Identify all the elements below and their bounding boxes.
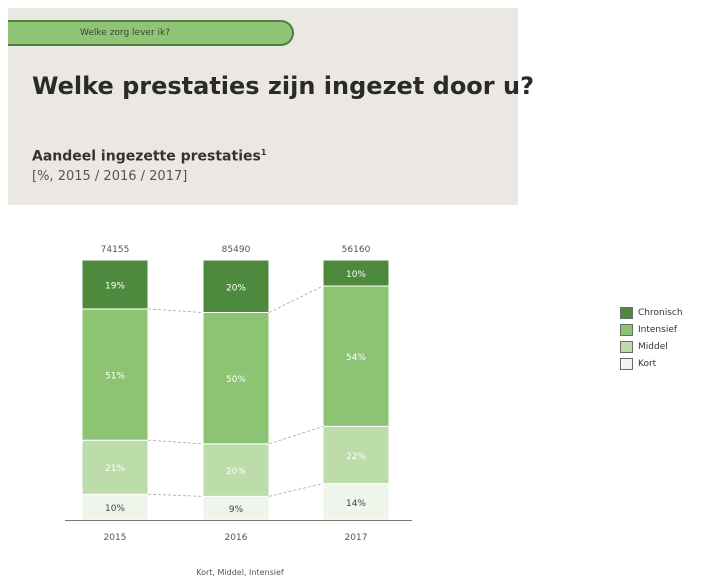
- data-label-middel-2015: 21%: [105, 464, 125, 474]
- section-pill: Welke zorg lever ik?: [8, 20, 294, 46]
- legend-label-middel: Middel: [638, 341, 668, 352]
- data-label-middel-2017: 22%: [346, 452, 366, 462]
- data-label-kort-2016: 9%: [229, 505, 244, 515]
- chart-units: [%, 2015 / 2016 / 2017]: [32, 169, 188, 184]
- bar-segment-intensief-2017: [322, 285, 390, 427]
- data-label-intensief-2016: 50%: [226, 375, 246, 385]
- bar-segment-middel-2015: [81, 439, 149, 495]
- footnote-mark: 1: [260, 148, 267, 157]
- connector-line: [268, 483, 324, 497]
- total-label-2016: 85490: [222, 245, 251, 255]
- legend-label-kort: Kort: [638, 358, 657, 369]
- data-label-intensief-2017: 54%: [346, 353, 366, 363]
- legend-swatch-middel: [620, 340, 633, 353]
- data-label-chronisch-2017: 10%: [346, 270, 366, 280]
- bar-segment-chronisch-2016: [202, 259, 270, 314]
- data-label-middel-2016: 20%: [226, 467, 246, 477]
- legend-item-chronisch: Chronisch: [620, 304, 683, 321]
- legend-label-intensief: Intensief: [638, 324, 678, 335]
- chart-subtitle: Aandeel ingezette prestaties1: [32, 148, 266, 165]
- legend-swatch-chronisch: [620, 306, 633, 319]
- legend-label-chronisch: Chronisch: [638, 307, 683, 318]
- x-tick-label-2016: 2016: [225, 533, 248, 543]
- data-label-intensief-2015: 51%: [105, 372, 125, 382]
- bar-segment-middel-2016: [202, 443, 270, 497]
- data-label-kort-2017: 14%: [346, 499, 366, 509]
- data-label-kort-2015: 10%: [105, 504, 125, 514]
- bar-segment-intensief-2015: [81, 308, 149, 441]
- chart-legend: Chronisch Intensief Middel Kort: [620, 304, 683, 372]
- legend-item-kort: Kort: [620, 355, 683, 372]
- connector-line: [147, 308, 204, 313]
- x-tick-label-2015: 2015: [104, 533, 127, 543]
- bar-segment-chronisch-2017: [322, 259, 390, 287]
- bar-segment-kort-2017: [322, 483, 390, 521]
- bar-segment-intensief-2016: [202, 312, 270, 445]
- legend-swatch-kort: [620, 357, 633, 370]
- bar-segment-chronisch-2015: [81, 259, 149, 310]
- connector-line: [268, 285, 324, 313]
- header-panel: Welke zorg lever ik? Welke prestaties zi…: [8, 8, 534, 205]
- x-tick-label-2017: 2017: [345, 533, 368, 543]
- data-label-chronisch-2015: 19%: [105, 281, 125, 291]
- total-label-2017: 56160: [342, 245, 371, 255]
- total-label-2015: 74155: [101, 245, 130, 255]
- legend-swatch-intensief: [620, 323, 633, 336]
- bar-segment-middel-2017: [322, 425, 390, 485]
- connector-line: [147, 493, 204, 497]
- x-axis-label: Kort, Middel, Intensief: [196, 568, 284, 577]
- data-label-chronisch-2016: 20%: [226, 283, 246, 293]
- page-title: Welke prestaties zijn ingezet door u?: [32, 72, 534, 100]
- connector-line: [147, 439, 204, 445]
- legend-item-middel: Middel: [620, 338, 683, 355]
- chart-subtitle-text: Aandeel ingezette prestaties: [32, 148, 261, 165]
- connector-line: [268, 426, 324, 445]
- legend-item-intensief: Intensief: [620, 321, 683, 338]
